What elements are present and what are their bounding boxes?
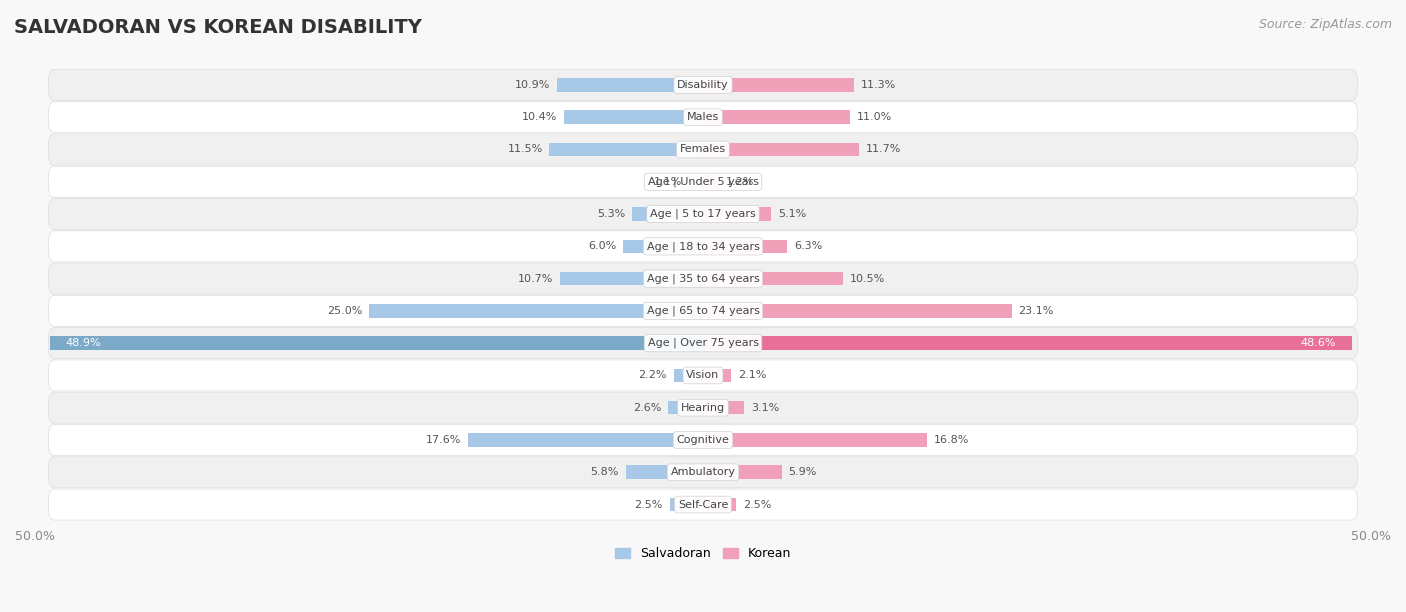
FancyBboxPatch shape [48, 263, 1358, 294]
Bar [703, 78, 853, 92]
Text: 1.1%: 1.1% [654, 177, 682, 187]
Text: 6.0%: 6.0% [588, 241, 616, 252]
Bar [703, 143, 859, 156]
FancyBboxPatch shape [48, 134, 1358, 165]
Bar [560, 272, 703, 285]
Text: Vision: Vision [686, 370, 720, 381]
Legend: Salvadoran, Korean: Salvadoran, Korean [610, 542, 796, 565]
Text: Hearing: Hearing [681, 403, 725, 412]
Text: Ambulatory: Ambulatory [671, 468, 735, 477]
Text: 2.5%: 2.5% [744, 499, 772, 510]
Text: 1.2%: 1.2% [725, 177, 754, 187]
Text: 2.2%: 2.2% [638, 370, 666, 381]
Bar [703, 498, 737, 511]
Bar [703, 401, 744, 414]
Bar [564, 110, 703, 124]
Text: 5.3%: 5.3% [598, 209, 626, 219]
Text: 48.6%: 48.6% [1301, 338, 1336, 348]
Bar [703, 207, 770, 221]
Bar [703, 175, 718, 188]
Bar [703, 337, 1353, 350]
Bar [668, 401, 703, 414]
Text: 5.9%: 5.9% [789, 468, 817, 477]
Text: Cognitive: Cognitive [676, 435, 730, 445]
Text: 11.7%: 11.7% [866, 144, 901, 154]
Text: 2.1%: 2.1% [738, 370, 766, 381]
Text: Age | Under 5 years: Age | Under 5 years [648, 176, 758, 187]
Bar [703, 304, 1011, 318]
Bar [669, 498, 703, 511]
Text: Disability: Disability [678, 80, 728, 90]
Text: Age | Over 75 years: Age | Over 75 years [648, 338, 758, 348]
Text: 11.0%: 11.0% [856, 112, 891, 122]
FancyBboxPatch shape [48, 392, 1358, 424]
Text: 6.3%: 6.3% [794, 241, 823, 252]
Text: Age | 65 to 74 years: Age | 65 to 74 years [647, 305, 759, 316]
Text: 17.6%: 17.6% [426, 435, 461, 445]
Text: SALVADORAN VS KOREAN DISABILITY: SALVADORAN VS KOREAN DISABILITY [14, 18, 422, 37]
Bar [368, 304, 703, 318]
Bar [703, 433, 928, 447]
FancyBboxPatch shape [48, 360, 1358, 391]
Bar [633, 207, 703, 221]
Text: 2.5%: 2.5% [634, 499, 662, 510]
Text: 23.1%: 23.1% [1018, 306, 1053, 316]
Bar [673, 368, 703, 382]
Bar [468, 433, 703, 447]
Text: Self-Care: Self-Care [678, 499, 728, 510]
Text: Source: ZipAtlas.com: Source: ZipAtlas.com [1258, 18, 1392, 31]
Bar [626, 466, 703, 479]
Text: 48.9%: 48.9% [66, 338, 101, 348]
Text: 25.0%: 25.0% [328, 306, 363, 316]
Text: Males: Males [688, 112, 718, 122]
Text: Age | 5 to 17 years: Age | 5 to 17 years [650, 209, 756, 219]
Text: 5.1%: 5.1% [778, 209, 806, 219]
Bar [689, 175, 703, 188]
FancyBboxPatch shape [48, 69, 1358, 100]
Bar [703, 272, 844, 285]
FancyBboxPatch shape [48, 102, 1358, 133]
Bar [550, 143, 703, 156]
FancyBboxPatch shape [48, 198, 1358, 230]
FancyBboxPatch shape [48, 425, 1358, 455]
Text: 3.1%: 3.1% [751, 403, 779, 412]
Text: Females: Females [681, 144, 725, 154]
FancyBboxPatch shape [48, 166, 1358, 197]
Bar [703, 466, 782, 479]
Bar [703, 368, 731, 382]
Text: 16.8%: 16.8% [934, 435, 970, 445]
Text: 10.7%: 10.7% [517, 274, 554, 283]
FancyBboxPatch shape [48, 296, 1358, 326]
Text: 10.4%: 10.4% [522, 112, 557, 122]
Text: 11.3%: 11.3% [860, 80, 896, 90]
Bar [703, 239, 787, 253]
Text: Age | 35 to 64 years: Age | 35 to 64 years [647, 274, 759, 284]
Bar [49, 337, 703, 350]
Text: 5.8%: 5.8% [591, 468, 619, 477]
Bar [557, 78, 703, 92]
FancyBboxPatch shape [48, 327, 1358, 359]
FancyBboxPatch shape [48, 457, 1358, 488]
Bar [623, 239, 703, 253]
FancyBboxPatch shape [48, 489, 1358, 520]
Text: 2.6%: 2.6% [633, 403, 662, 412]
FancyBboxPatch shape [48, 231, 1358, 262]
Text: Age | 18 to 34 years: Age | 18 to 34 years [647, 241, 759, 252]
Text: 10.5%: 10.5% [851, 274, 886, 283]
Text: 11.5%: 11.5% [508, 144, 543, 154]
Bar [703, 110, 851, 124]
Text: 10.9%: 10.9% [516, 80, 551, 90]
